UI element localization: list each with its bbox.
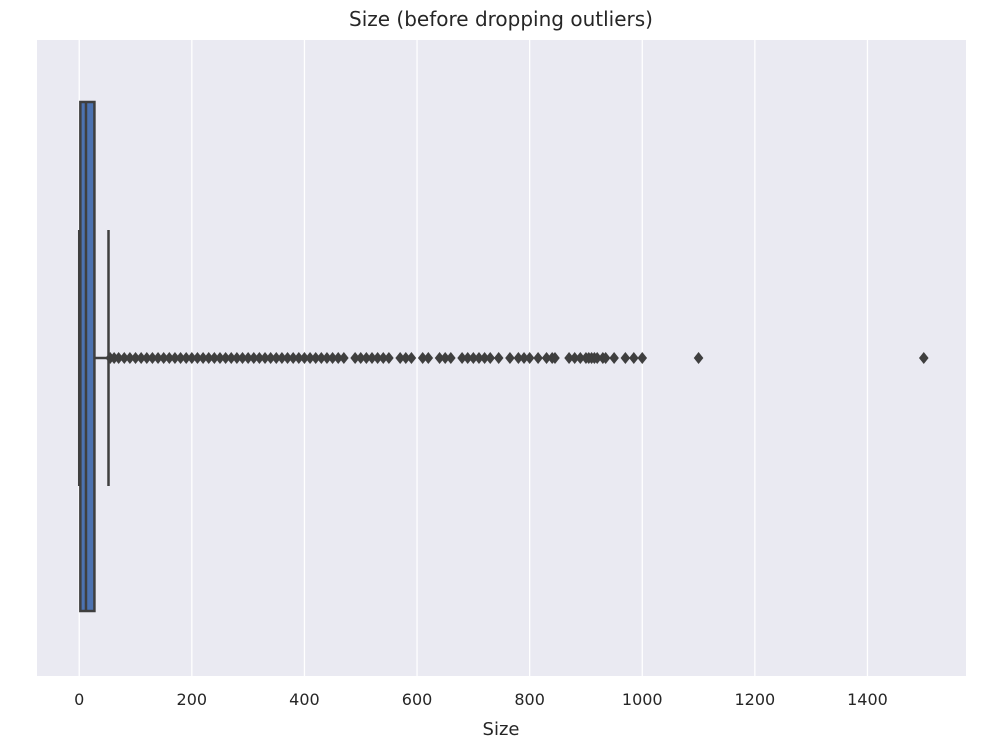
outlier-point [294,352,304,364]
outlier-point [260,352,270,364]
x-axis-label: Size [483,719,520,740]
outlier-point [170,352,180,364]
outlier-point [533,352,543,364]
outlier-point [575,352,586,364]
outlier-point [479,352,490,364]
outlier-point [600,352,611,364]
outlier-point [119,352,130,364]
outlier-point [457,352,467,364]
x-axis-ticks: 0 200 400 600 800 1000 1200 1400 [74,690,888,709]
outlier-point [434,352,445,364]
outlier-point [153,352,163,364]
outlier-point [395,352,405,364]
outlier-point [564,352,574,364]
x-tick-label: 1000 [622,690,663,709]
outlier-point [299,352,310,364]
x-tick-label: 800 [514,690,545,709]
outlier-point [282,352,293,364]
outlier-point [417,352,428,364]
outlier-point [248,352,259,364]
outlier-point [339,352,349,364]
outlier-point [147,352,158,364]
outlier-point [305,352,315,364]
outlier-point [493,352,504,364]
outlier-point [384,352,394,364]
x-tick-label: 1400 [847,690,888,709]
outlier-point [406,352,417,364]
outlier-point [164,352,175,364]
outlier-point [175,352,186,364]
outlier-point [113,352,124,364]
outlier-point [468,352,479,364]
outlier-point [265,352,276,364]
outlier-point [277,352,287,364]
outlier-point [333,352,344,364]
outlier-point [423,352,434,364]
outlier-point [485,352,496,364]
outlier-point [637,352,648,364]
outlier-point [316,352,327,364]
outlier-point [232,352,242,364]
outlier-point [372,352,383,364]
outlier-point [130,352,141,364]
x-tick-label: 400 [289,690,320,709]
outlier-point [513,352,524,364]
outlier-point [378,352,389,364]
outlier-point [609,352,619,364]
outlier-point [327,352,338,364]
outlier-point [322,352,332,364]
outlier-point [474,352,484,364]
outlier-point [310,352,321,364]
outlier-point [271,352,282,364]
outlier-point [446,352,456,364]
outlier-point [541,352,552,364]
outlier-point [203,352,214,364]
outlier-point [524,352,535,364]
x-tick-label: 200 [177,690,208,709]
outlier-point [141,352,152,364]
outlier-point [440,352,450,364]
outlier-point [620,352,631,364]
outlier-point [519,352,529,364]
outlier-point [254,352,265,364]
outlier-point [158,352,169,364]
chart-title: Size (before dropping outliers) [349,7,653,31]
outlier-point [918,352,929,364]
x-tick-label: 600 [402,690,433,709]
outlier-point [181,352,192,364]
outlier-point [361,352,372,364]
outlier-point [136,352,146,364]
outlier-point [192,352,203,364]
outlier-point [220,352,231,364]
outlier-point [125,352,135,364]
outlier-point [226,352,237,364]
outlier-point [629,352,639,364]
outlier-point [237,352,248,364]
outlier-points [105,352,929,364]
x-tick-label: 0 [74,690,84,709]
outlier-point [592,352,603,364]
iqr-box [79,100,96,613]
outlier-point [355,352,366,364]
outlier-point [505,352,515,364]
x-tick-label: 1200 [735,690,776,709]
outlier-point [350,352,360,364]
outlier-point [462,352,473,364]
outlier-point [215,352,225,364]
outlier-point [198,352,208,364]
outlier-point [550,352,560,364]
outlier-point [400,352,411,364]
outlier-point [693,352,704,364]
outlier-point [367,352,377,364]
outlier-point [209,352,220,364]
outlier-point [187,352,197,364]
outlier-point [288,352,298,364]
outlier-point [243,352,253,364]
outlier-point [569,352,580,364]
